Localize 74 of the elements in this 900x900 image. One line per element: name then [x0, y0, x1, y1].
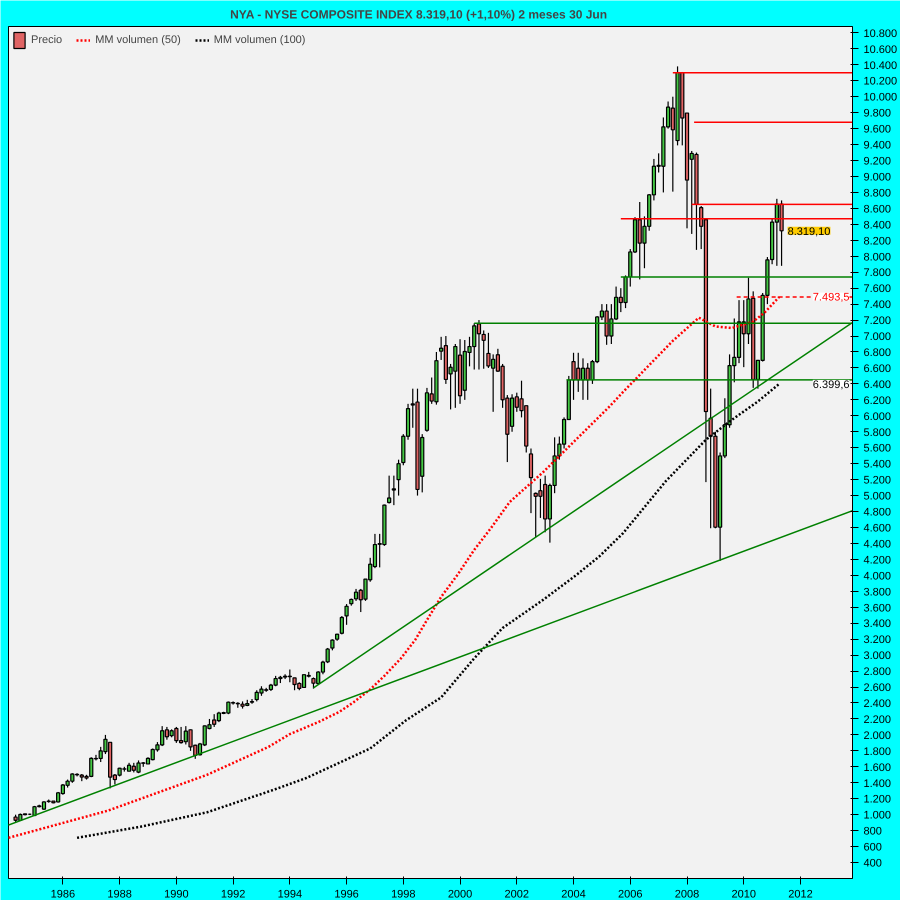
x-tick-label: 1998 [391, 888, 416, 900]
legend-label: MM volumen (50) [95, 34, 181, 46]
y-tick-label: 1.000 [864, 810, 892, 822]
y-tick-label: 5.200 [864, 474, 892, 487]
y-tick-label: 9.000 [864, 171, 892, 184]
y-tick-label: 7.000 [864, 331, 892, 344]
y-tick-label: 10.400 [864, 60, 898, 72]
y-tick-label: 3.400 [864, 618, 892, 630]
x-tick-label: 2008 [674, 888, 700, 900]
x-tick-label: 1986 [50, 888, 76, 900]
y-tick-label: 8.800 [864, 187, 892, 200]
x-tick-label: 1988 [107, 888, 132, 900]
y-tick-label: 6.200 [864, 394, 892, 407]
y-tick-label: 9.600 [864, 124, 892, 136]
y-tick-label: 2.000 [864, 730, 892, 742]
annotation: 8.319,10 [788, 226, 830, 238]
x-tick-label: 2010 [732, 888, 756, 900]
y-tick-label: 1.600 [864, 762, 892, 774]
y-tick-label: 7.800 [864, 267, 892, 280]
y-tick-label: 4.800 [864, 506, 892, 519]
y-tick-label: 2.800 [864, 666, 892, 678]
y-tick-label: 8.200 [864, 235, 892, 248]
y-tick-label: 9.200 [864, 156, 892, 168]
annotation: 7.493,5 [812, 292, 850, 304]
y-tick-label: 400 [864, 858, 882, 870]
y-tick-label: 800 [864, 826, 882, 838]
y-tick-label: 10.200 [864, 76, 898, 88]
x-tick-label: 1994 [278, 888, 302, 900]
y-tick-label: 10.000 [864, 92, 898, 104]
x-tick-label: 2012 [788, 888, 813, 900]
y-tick-label: 3.000 [864, 650, 892, 662]
y-tick-label: 4.400 [864, 538, 892, 550]
y-tick-label: 6.000 [864, 410, 892, 423]
x-tick-label: 2004 [561, 888, 586, 900]
y-tick-label: 1.400 [864, 778, 892, 790]
legend-label: Precio [31, 34, 62, 46]
y-tick-label: 5.800 [864, 426, 892, 439]
y-tick-label: 8.600 [864, 203, 892, 216]
y-tick-label: 6.600 [864, 362, 892, 375]
x-tick-label: 1992 [220, 888, 246, 900]
y-tick-label: 9.400 [864, 140, 892, 152]
y-tick-label: 7.200 [864, 315, 892, 328]
y-tick-label: 2.400 [864, 698, 892, 710]
annotation: 6.399,6 [812, 378, 850, 391]
y-tick-label: 9.800 [864, 108, 892, 120]
y-tick-label: 8.400 [864, 219, 892, 232]
y-tick-label: 8.000 [864, 251, 892, 264]
y-tick-label: 5.000 [864, 490, 892, 503]
y-tick-label: 7.400 [864, 299, 892, 312]
y-tick-label: 7.600 [864, 283, 892, 296]
y-tick-label: 600 [864, 842, 882, 854]
legend-label: MM volumen (100) [214, 34, 306, 46]
y-tick-label: 3.600 [864, 602, 892, 614]
y-tick-label: 2.600 [864, 682, 892, 694]
y-tick-label: 2.200 [864, 714, 892, 726]
x-tick-label: 1996 [334, 888, 359, 900]
y-tick-label: 4.600 [864, 522, 892, 534]
y-tick-label: 1.800 [864, 746, 892, 758]
x-tick-label: 2002 [504, 888, 530, 900]
y-tick-label: 10.600 [864, 44, 898, 56]
y-tick-label: 10.800 [864, 28, 898, 40]
y-tick-label: 3.800 [864, 586, 892, 598]
x-tick-label: 1990 [164, 888, 189, 900]
y-tick-label: 5.400 [864, 458, 892, 471]
y-tick-label: 4.000 [864, 570, 892, 582]
y-tick-label: 3.200 [864, 634, 892, 646]
y-tick-label: 1.200 [864, 794, 892, 806]
chart-title: NYA - NYSE COMPOSITE INDEX 8.319,10 (+1,10%) 2 meses 30 Jun [230, 8, 608, 22]
y-tick-label: 5.600 [864, 442, 892, 455]
y-tick-label: 6.400 [864, 378, 892, 391]
y-tick-label: 4.200 [864, 554, 892, 566]
x-tick-label: 2006 [618, 888, 643, 900]
y-tick-label: 6.800 [864, 346, 892, 359]
x-tick-label: 2000 [448, 888, 472, 900]
